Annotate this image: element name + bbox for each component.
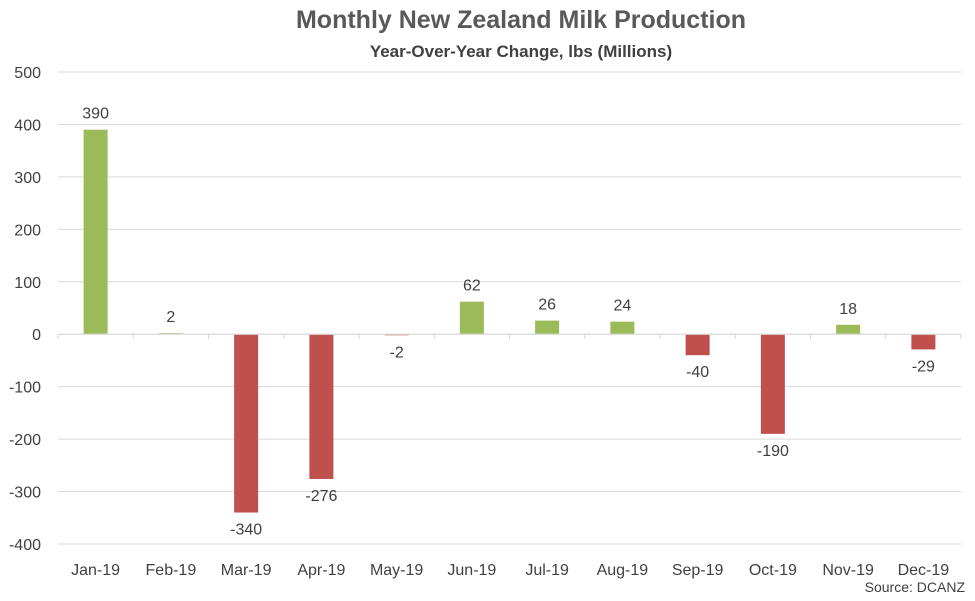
chart-subtitle: Year-Over-Year Change, lbs (Millions) xyxy=(369,42,673,61)
y-tick-label: 0 xyxy=(32,327,41,344)
x-tick-label: Jun-19 xyxy=(447,562,496,579)
data-label: 62 xyxy=(463,278,481,295)
x-tick-label: Jan-19 xyxy=(71,562,120,579)
bar-Nov-19 xyxy=(836,324,861,335)
y-tick-label: -400 xyxy=(9,537,41,554)
x-tick-label: Oct-19 xyxy=(749,562,797,579)
x-tick-label: Sep-19 xyxy=(672,562,724,579)
chart-source: Source: DCANZ xyxy=(864,579,965,595)
bar-Jan-19 xyxy=(83,129,108,335)
data-label: 18 xyxy=(839,301,857,318)
bar-Oct-19 xyxy=(760,334,785,434)
y-tick-label: -200 xyxy=(9,432,41,449)
data-label: 2 xyxy=(166,309,175,326)
x-tick-label: Apr-19 xyxy=(297,562,345,579)
y-tick-label: -300 xyxy=(9,485,41,502)
data-label: -2 xyxy=(390,344,404,361)
y-tick-label: 200 xyxy=(14,222,41,239)
data-label: -29 xyxy=(912,358,935,375)
y-tick-label: -100 xyxy=(9,380,41,397)
bar-Mar-19 xyxy=(234,334,259,513)
data-label: -40 xyxy=(686,364,709,381)
data-label: -276 xyxy=(305,488,337,505)
x-tick-label: Dec-19 xyxy=(898,562,950,579)
x-tick-label: May-19 xyxy=(370,562,423,579)
data-label: 26 xyxy=(538,297,556,314)
y-tick-label: 100 xyxy=(14,275,41,292)
x-tick-label: Mar-19 xyxy=(221,562,272,579)
y-tick-label: 500 xyxy=(14,65,41,82)
y-tick-label: 400 xyxy=(14,117,41,134)
x-tick-label: Feb-19 xyxy=(146,562,197,579)
data-label: 390 xyxy=(82,106,109,123)
bar-Aug-19 xyxy=(610,321,635,335)
bar-Apr-19 xyxy=(309,334,334,479)
chart-title: Monthly New Zealand Milk Production xyxy=(295,6,747,34)
bar-Jul-19 xyxy=(535,320,560,335)
data-label: -190 xyxy=(757,443,789,460)
bar-Dec-19 xyxy=(911,334,936,350)
x-tick-label: Jul-19 xyxy=(525,562,569,579)
x-tick-label: Aug-19 xyxy=(597,562,649,579)
bar-Jun-19 xyxy=(459,301,484,335)
bar-Sep-19 xyxy=(685,334,710,356)
data-label: 24 xyxy=(613,298,631,315)
y-tick-label: 300 xyxy=(14,170,41,187)
x-tick-label: Nov-19 xyxy=(822,562,874,579)
data-label: -340 xyxy=(230,522,262,539)
